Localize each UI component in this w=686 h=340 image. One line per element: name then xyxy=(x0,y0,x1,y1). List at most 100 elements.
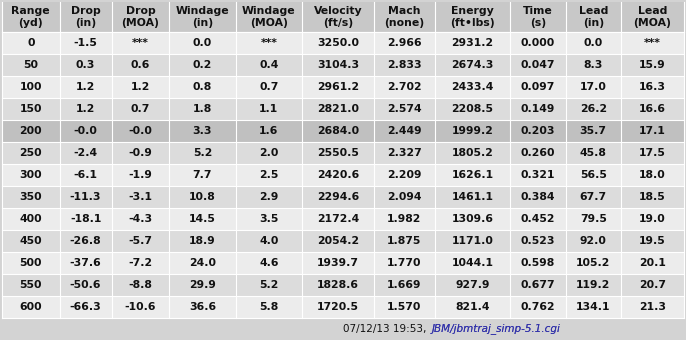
Text: -2.4: -2.4 xyxy=(73,148,97,158)
Text: 105.2: 105.2 xyxy=(576,258,611,268)
Text: 5.8: 5.8 xyxy=(259,302,279,312)
Text: 18.5: 18.5 xyxy=(639,192,666,202)
Text: 600: 600 xyxy=(19,302,42,312)
Text: 1171.0: 1171.0 xyxy=(451,236,493,246)
Text: 1.982: 1.982 xyxy=(388,214,422,224)
Text: 0.598: 0.598 xyxy=(521,258,555,268)
Text: (s): (s) xyxy=(530,18,546,28)
Text: 2208.5: 2208.5 xyxy=(451,104,493,114)
Text: 18.0: 18.0 xyxy=(639,170,666,180)
Text: 1.570: 1.570 xyxy=(388,302,422,312)
Text: Drop: Drop xyxy=(71,6,100,16)
Text: 79.5: 79.5 xyxy=(580,214,606,224)
Text: Lead: Lead xyxy=(638,6,667,16)
Text: -10.6: -10.6 xyxy=(125,302,156,312)
Bar xyxy=(2,208,684,230)
Text: 0.203: 0.203 xyxy=(521,126,555,136)
Text: -7.2: -7.2 xyxy=(128,258,152,268)
Text: Windage: Windage xyxy=(176,6,229,16)
Text: 2.9: 2.9 xyxy=(259,192,279,202)
Text: 67.7: 67.7 xyxy=(580,192,607,202)
Text: 150: 150 xyxy=(19,104,42,114)
Text: Windage: Windage xyxy=(242,6,296,16)
Text: 92.0: 92.0 xyxy=(580,236,606,246)
Text: 119.2: 119.2 xyxy=(576,280,611,290)
Text: 0.0: 0.0 xyxy=(584,38,603,48)
Text: ***: *** xyxy=(644,38,661,48)
Text: 0.097: 0.097 xyxy=(521,82,555,92)
Text: 0.762: 0.762 xyxy=(521,302,555,312)
Text: 0.047: 0.047 xyxy=(521,60,555,70)
Text: 16.6: 16.6 xyxy=(639,104,666,114)
Text: 0.000: 0.000 xyxy=(521,38,555,48)
Bar xyxy=(2,76,684,98)
Text: (in): (in) xyxy=(75,18,96,28)
Text: 0.677: 0.677 xyxy=(521,280,555,290)
Text: 1828.6: 1828.6 xyxy=(317,280,359,290)
Text: 8.3: 8.3 xyxy=(584,60,603,70)
Text: (MOA): (MOA) xyxy=(250,18,287,28)
Text: 15.9: 15.9 xyxy=(639,60,666,70)
Text: 200: 200 xyxy=(19,126,42,136)
Text: 3.5: 3.5 xyxy=(259,214,279,224)
Text: JBM/jbmtraj_simp-5.1.cgi: JBM/jbmtraj_simp-5.1.cgi xyxy=(432,324,561,335)
Text: ***: *** xyxy=(261,38,277,48)
Bar xyxy=(2,120,684,142)
Text: (ft•lbs): (ft•lbs) xyxy=(450,18,495,28)
Text: Drop: Drop xyxy=(126,6,155,16)
Text: 45.8: 45.8 xyxy=(580,148,606,158)
Text: 821.4: 821.4 xyxy=(456,302,490,312)
Text: 1939.7: 1939.7 xyxy=(317,258,359,268)
Text: 19.0: 19.0 xyxy=(639,214,666,224)
Text: 0.523: 0.523 xyxy=(521,236,555,246)
Text: 1.2: 1.2 xyxy=(76,104,95,114)
Text: 1999.2: 1999.2 xyxy=(451,126,493,136)
Text: (MOA): (MOA) xyxy=(633,18,672,28)
Text: (in): (in) xyxy=(192,18,213,28)
Text: -18.1: -18.1 xyxy=(70,214,102,224)
Text: 2684.0: 2684.0 xyxy=(317,126,359,136)
Text: 24.0: 24.0 xyxy=(189,258,216,268)
Bar xyxy=(2,186,684,208)
Text: 36.6: 36.6 xyxy=(189,302,216,312)
Text: 100: 100 xyxy=(19,82,42,92)
Text: 7.7: 7.7 xyxy=(193,170,212,180)
Text: 0.7: 0.7 xyxy=(259,82,279,92)
Bar xyxy=(2,142,684,164)
Text: 21.3: 21.3 xyxy=(639,302,666,312)
Text: 4.6: 4.6 xyxy=(259,258,279,268)
Text: 0.3: 0.3 xyxy=(76,60,95,70)
Text: 56.5: 56.5 xyxy=(580,170,606,180)
Text: 2.702: 2.702 xyxy=(387,82,422,92)
Text: 1.770: 1.770 xyxy=(387,258,422,268)
Text: 3250.0: 3250.0 xyxy=(317,38,359,48)
Text: 400: 400 xyxy=(19,214,42,224)
Text: 2.574: 2.574 xyxy=(387,104,422,114)
Text: 0.149: 0.149 xyxy=(521,104,555,114)
Text: 2.833: 2.833 xyxy=(387,60,422,70)
Bar xyxy=(2,54,684,76)
Text: 1.2: 1.2 xyxy=(131,82,150,92)
Text: 1.1: 1.1 xyxy=(259,104,279,114)
Text: 07/12/13 19:53,: 07/12/13 19:53, xyxy=(344,324,430,334)
Text: (none): (none) xyxy=(384,18,425,28)
Text: 1.669: 1.669 xyxy=(387,280,422,290)
Text: 2054.2: 2054.2 xyxy=(317,236,359,246)
Text: 250: 250 xyxy=(19,148,42,158)
Text: 0.8: 0.8 xyxy=(193,82,212,92)
Text: 20.1: 20.1 xyxy=(639,258,666,268)
Text: 2931.2: 2931.2 xyxy=(451,38,494,48)
Bar xyxy=(2,296,684,318)
Text: 0.0: 0.0 xyxy=(193,38,212,48)
Text: 3104.3: 3104.3 xyxy=(317,60,359,70)
Text: 5.2: 5.2 xyxy=(259,280,279,290)
Text: -50.6: -50.6 xyxy=(70,280,102,290)
Text: 1309.6: 1309.6 xyxy=(451,214,493,224)
Text: 20.7: 20.7 xyxy=(639,280,666,290)
Text: 0.321: 0.321 xyxy=(521,170,555,180)
Text: 1805.2: 1805.2 xyxy=(451,148,493,158)
Text: 0.2: 0.2 xyxy=(193,60,212,70)
Text: 0.452: 0.452 xyxy=(521,214,555,224)
Text: 300: 300 xyxy=(19,170,42,180)
Text: 2550.5: 2550.5 xyxy=(317,148,359,158)
